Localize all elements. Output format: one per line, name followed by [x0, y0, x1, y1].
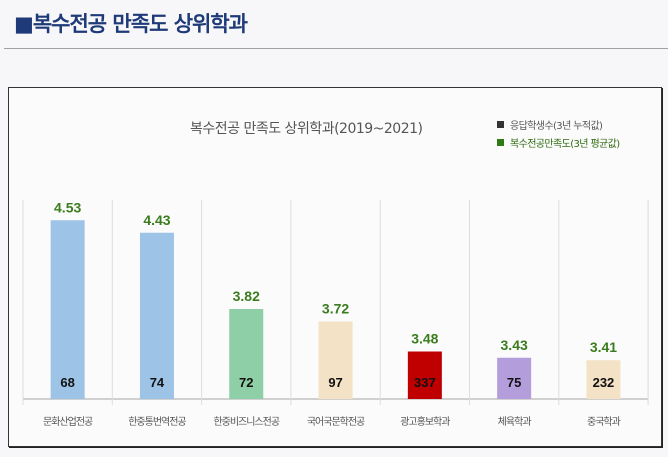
bar-5: [407, 351, 442, 399]
category-label: 한중통번역전공: [128, 416, 186, 428]
legend-item-satisfaction: 복수전공만족도(3년 평균값): [497, 135, 620, 150]
respondent-count-label: 68: [60, 375, 74, 390]
chart-title: 복수전공 만족도 상위학과(2019~2021): [190, 121, 423, 137]
bar-6: [497, 357, 532, 399]
legend-swatch: [497, 139, 504, 146]
legend-swatch: [497, 121, 504, 128]
satisfaction-label: 3.41: [590, 339, 617, 355]
satisfaction-label: 3.72: [322, 301, 349, 317]
bar-3: [229, 309, 264, 399]
category-label: 중국학과: [587, 416, 621, 428]
satisfaction-label: 4.53: [54, 199, 81, 215]
legend-item-respondents: 응답학생수(3년 누적값): [497, 117, 603, 132]
bar-2: [139, 232, 174, 399]
category-label: 국어국문학전공: [307, 416, 365, 428]
category-label: 한중비즈니스전공: [213, 416, 279, 428]
category-label: 체육학과: [498, 416, 532, 428]
respondent-count-label: 72: [239, 375, 253, 390]
satisfaction-label: 3.82: [233, 288, 260, 304]
page-title: ■복수전공 만족도 상위학과: [14, 12, 248, 36]
respondent-count-label: 75: [507, 375, 521, 390]
satisfaction-label: 4.43: [143, 212, 170, 228]
bar-4: [318, 321, 353, 399]
respondent-count-label: 232: [593, 375, 615, 390]
satisfaction-label: 3.48: [411, 331, 438, 347]
legend-label: 응답학생수(3년 누적값): [510, 121, 603, 132]
respondent-count-label: 337: [414, 375, 436, 390]
bar-1: [50, 220, 85, 399]
category-label: 문화산업전공: [43, 415, 93, 428]
title-divider: [4, 48, 668, 49]
respondent-count-label: 74: [150, 375, 165, 390]
bar-7: [586, 360, 621, 399]
category-label: 광고홍보학과: [400, 415, 450, 428]
satisfaction-label: 3.43: [501, 337, 528, 353]
legend-label: 복수전공만족도(3년 평균값): [510, 139, 620, 150]
respondent-count-label: 97: [328, 375, 342, 390]
